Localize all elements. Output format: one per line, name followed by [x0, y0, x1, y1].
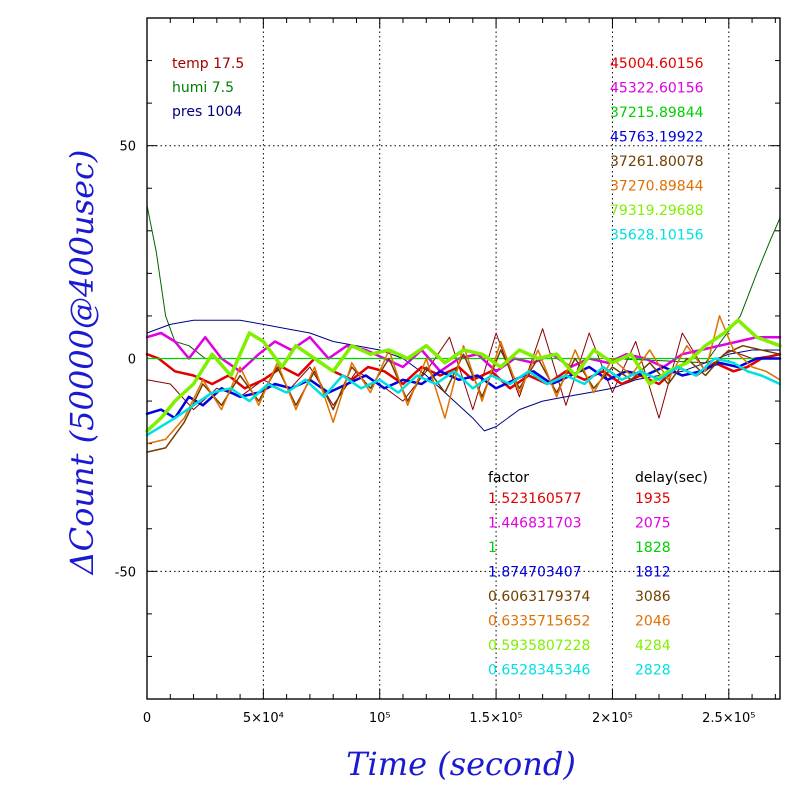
delay-value: 1812: [635, 565, 671, 581]
delay-value: 1935: [635, 491, 671, 507]
x-tick-label: 10⁵: [369, 711, 391, 726]
y-tick-labels: 50 0 -50: [115, 140, 136, 581]
factor-value: 1.874703407: [488, 565, 582, 581]
factor-value: 0.6528345346: [488, 663, 591, 679]
env-label: pres 1004: [172, 104, 242, 120]
series-name-label: 37261.80078: [610, 154, 704, 170]
series-lines: [145, 205, 782, 453]
series-name-legend: 45004.60156 45322.60156 37215.89844 45763.1…: [610, 56, 704, 244]
env-legend: temp 17.5 humi 7.5 pres 1004: [172, 56, 244, 120]
delay-value: 2046: [635, 614, 671, 630]
factor-value: 1.446831703: [488, 516, 582, 532]
delay-header: delay(sec): [635, 470, 708, 486]
x-tick-label: 0: [143, 711, 151, 726]
x-tick-label: 5×10⁴: [243, 711, 284, 726]
y-tick-label: 0: [128, 353, 136, 368]
series-line: [145, 357, 782, 437]
env-label: humi 7.5: [172, 80, 234, 96]
series-name-label: 35628.10156: [610, 228, 704, 244]
factor-table: factor delay(sec) 1.523160577 1935 1.44683…: [488, 470, 708, 679]
delay-value: 3086: [635, 589, 671, 605]
factor-value: 0.6335715652: [488, 614, 590, 630]
env-label: temp 17.5: [172, 56, 244, 72]
series-name-label: 45763.19922: [610, 130, 704, 146]
series-name-label: 45322.60156: [610, 81, 704, 97]
delay-value: 2075: [635, 516, 671, 532]
x-axis-title: Time (second): [346, 745, 576, 783]
factor-value: 1: [488, 540, 497, 556]
factor-value: 0.5935807228: [488, 638, 590, 654]
factor-header: factor: [488, 470, 529, 486]
factor-value: 0.6063179374: [488, 589, 591, 605]
y-axis-title: ΔCount (50000@400usec): [63, 150, 101, 577]
series-name-label: 79319.29688: [610, 203, 704, 219]
x-tick-label: 2×10⁵: [592, 711, 633, 726]
minor-ticks: [147, 18, 780, 699]
series-name-label: 37215.89844: [610, 105, 704, 121]
delay-value: 2828: [635, 663, 671, 679]
x-tick-label: 1.5×10⁵: [469, 711, 522, 726]
series-line: [145, 331, 782, 373]
x-tick-labels: 0 5×10⁴ 10⁵ 1.5×10⁵ 2×10⁵ 2.5×10⁵: [143, 711, 756, 726]
series-name-label: 37270.89844: [610, 179, 704, 195]
delay-value: 1828: [635, 540, 671, 556]
factor-value: 1.523160577: [488, 491, 582, 507]
plot-border: [146, 17, 781, 700]
x-tick-label: 2.5×10⁵: [702, 711, 755, 726]
series-name-label: 45004.60156: [610, 56, 704, 72]
y-tick-label: -50: [115, 565, 136, 580]
series-line: [146, 315, 781, 445]
delay-value: 4284: [635, 638, 671, 654]
y-tick-label: 50: [119, 140, 136, 155]
